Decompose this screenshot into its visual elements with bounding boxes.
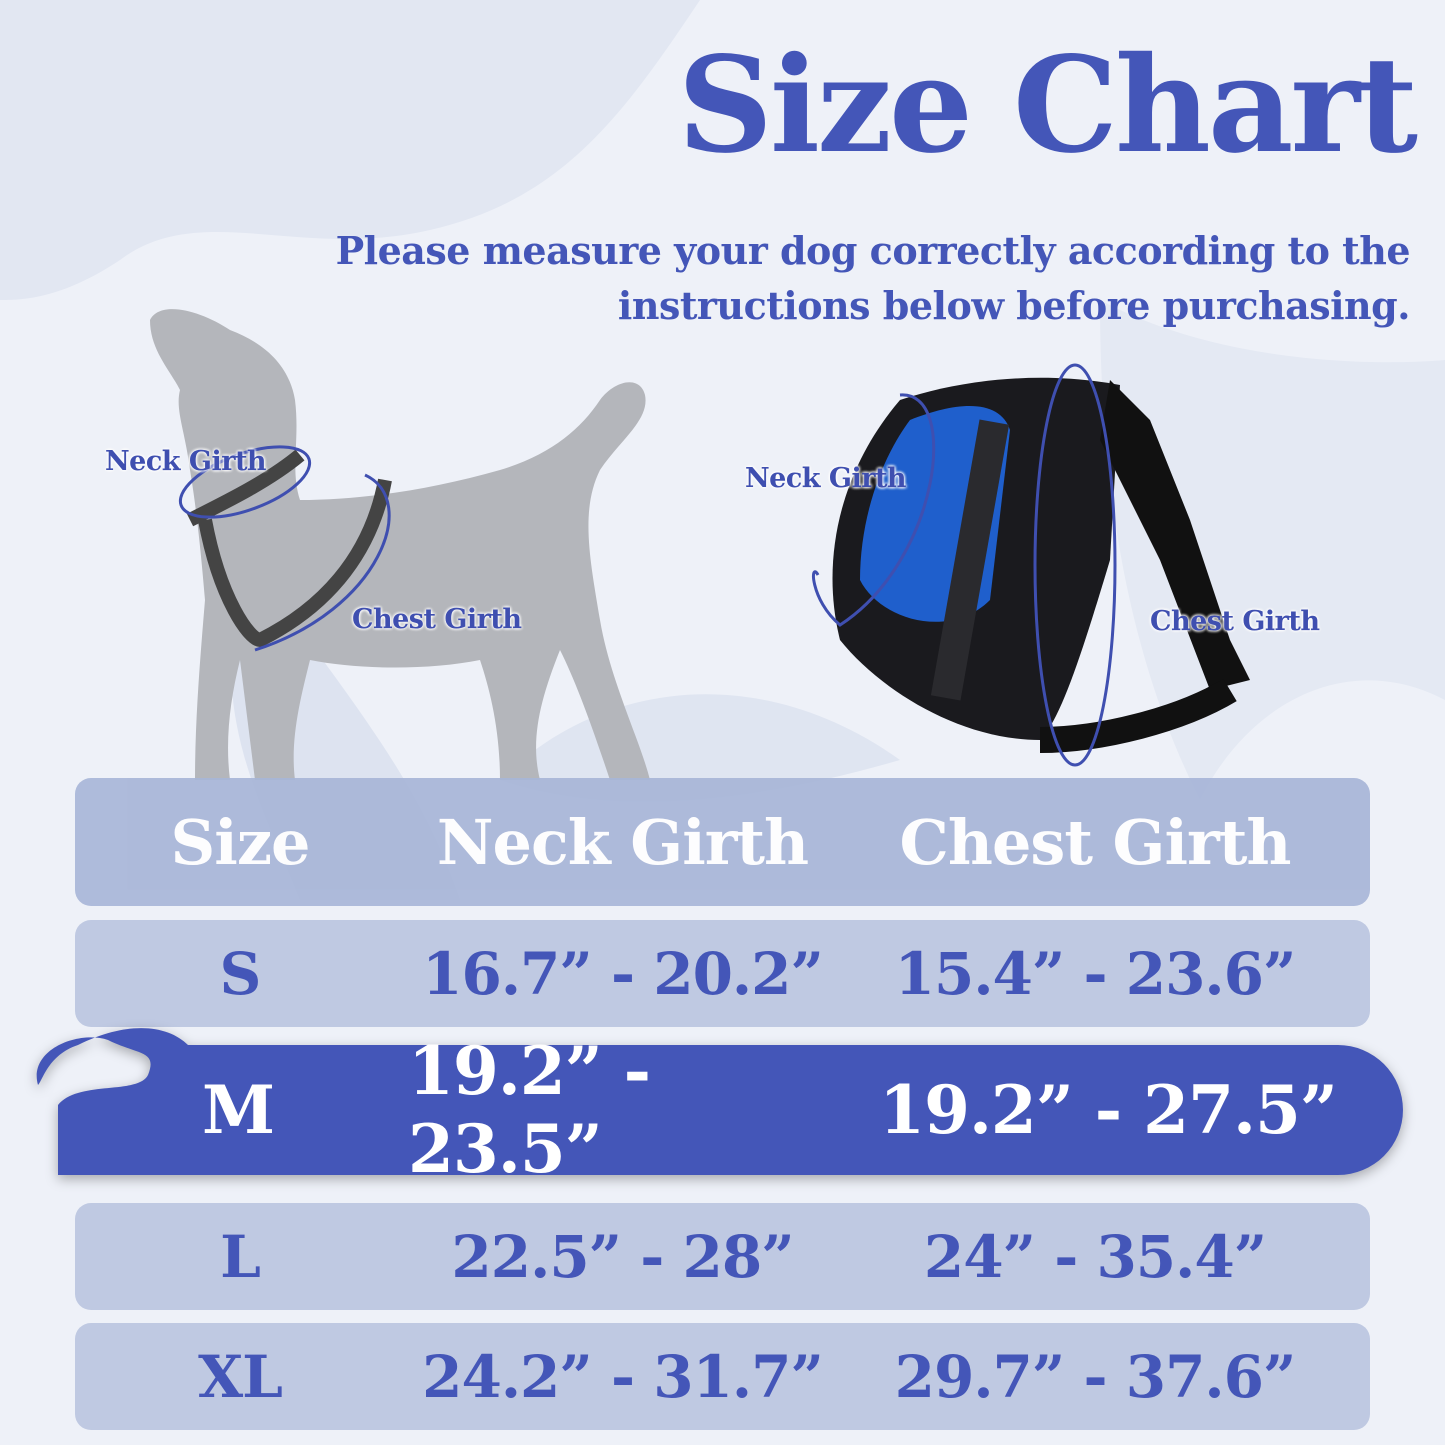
dog-chest-girth-label: Chest Girth xyxy=(352,604,522,635)
page-title: Size Chart xyxy=(677,28,1418,183)
table-row-m-highlighted: M 19.2” - 23.5” 19.2” - 27.5” xyxy=(18,1028,1406,1188)
neck-girth-arrow xyxy=(178,445,312,519)
table-row-l: L 22.5” - 28” 24” - 35.4” xyxy=(75,1203,1370,1310)
dog-neck-girth-label: Neck Girth xyxy=(105,446,267,477)
size-cell: L xyxy=(220,1222,261,1291)
table-row-xl: XL 24.2” - 31.7” 29.7” - 37.6” xyxy=(75,1323,1370,1430)
subtitle-line-1: Please measure your dog correctly accord… xyxy=(335,228,1411,273)
neck-cell: 16.7” - 20.2” xyxy=(422,939,824,1008)
chest-cell: 24” - 35.4” xyxy=(923,1222,1267,1291)
size-cell: M xyxy=(201,1071,275,1149)
size-cell: XL xyxy=(198,1342,283,1411)
harness-neck-girth-label: Neck Girth xyxy=(745,463,907,494)
harness-chest-arrow xyxy=(1033,363,1117,767)
chest-cell: 15.4” - 23.6” xyxy=(894,939,1297,1008)
harness-neck-arrow xyxy=(812,393,936,627)
dog-harness xyxy=(186,449,392,648)
table-row-s: S 16.7” - 20.2” 15.4” - 23.6” xyxy=(75,920,1370,1027)
dog-silhouette xyxy=(150,309,650,780)
size-cell: S xyxy=(219,939,262,1008)
header-size: Size xyxy=(170,805,311,879)
chest-cell: 29.7” - 37.6” xyxy=(894,1342,1297,1411)
chest-girth-arrow xyxy=(254,473,391,652)
neck-cell: 19.2” - 23.5” xyxy=(408,1032,651,1188)
harness-chest-girth-label: Chest Girth xyxy=(1150,606,1320,637)
dog-head-row-shape xyxy=(36,1028,1403,1175)
harness-image xyxy=(832,377,1250,753)
chest-cell: 19.2” - 27.5” xyxy=(879,1071,1338,1149)
subtitle-line-2: instructions below before purchasing. xyxy=(617,283,1411,328)
table-header-row: Size Neck Girth Chest Girth xyxy=(75,778,1370,906)
header-chest-girth: Chest Girth xyxy=(899,805,1292,879)
neck-cell: 24.2” - 31.7” xyxy=(422,1342,824,1411)
header-neck-girth: Neck Girth xyxy=(436,805,809,879)
neck-cell: 22.5” - 28” xyxy=(451,1222,794,1291)
